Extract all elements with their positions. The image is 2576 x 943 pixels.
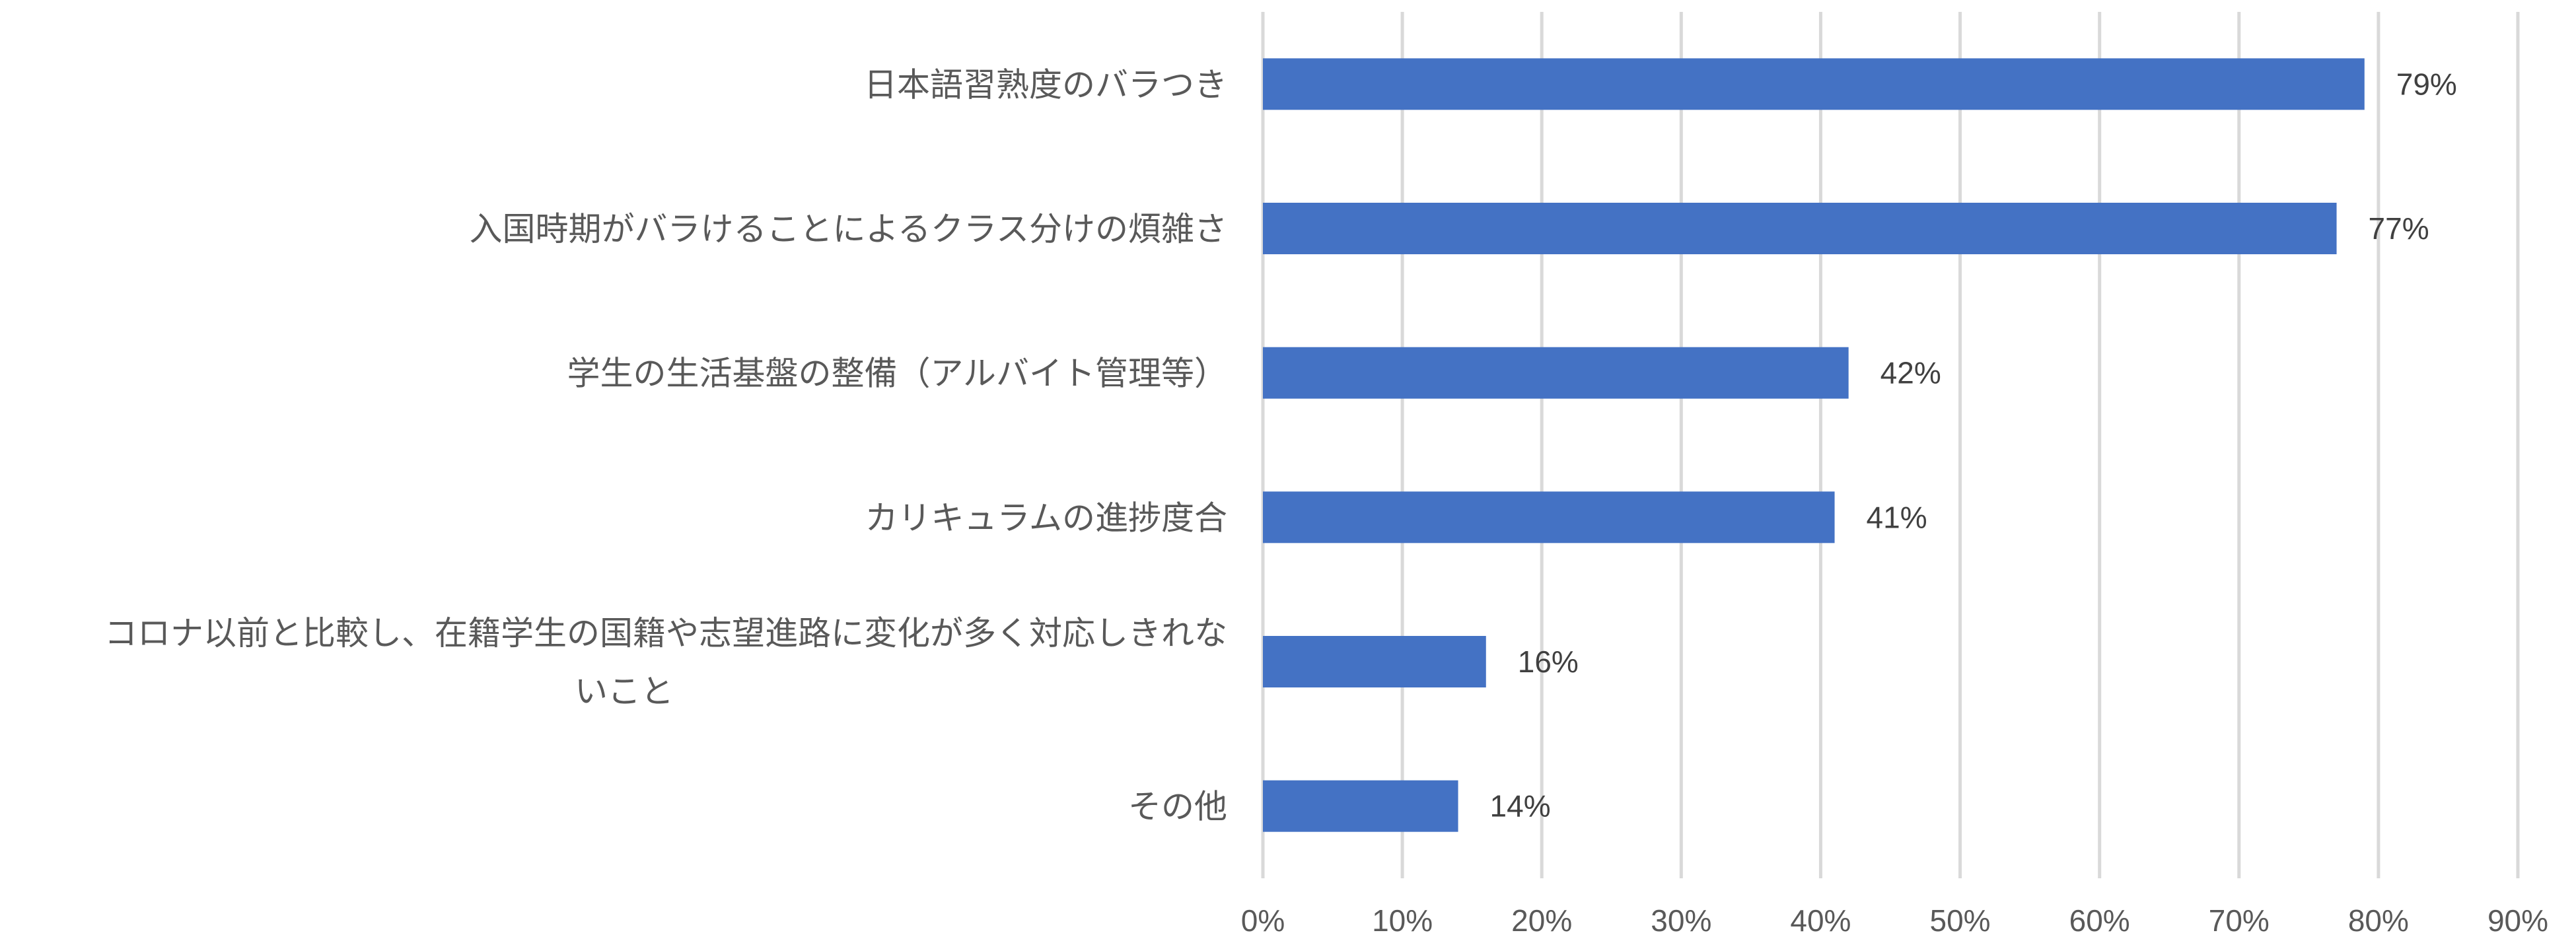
x-tick-label: 50%	[1930, 903, 1991, 938]
data-label: 77%	[2369, 211, 2429, 246]
data-label: 42%	[1880, 356, 1941, 390]
category-label: コロナ以前と比較し、在籍学生の国籍や志望進路に変化が多く対応しきれな	[104, 614, 1227, 652]
x-tick-label: 40%	[1790, 903, 1851, 938]
x-axis-tick-labels: 0% 10% 20% 30% 40% 50% 60% 70% 80% 90%	[1241, 903, 2548, 938]
category-label: 日本語習熟度のバラつき	[864, 65, 1227, 104]
x-tick-label: 80%	[2348, 903, 2409, 938]
x-tick-label: 0%	[1241, 903, 1285, 938]
bar	[1263, 780, 1458, 832]
data-label: 79%	[2396, 67, 2457, 101]
category-label: カリキュラムの進捗度合	[865, 499, 1228, 537]
bar	[1263, 58, 2365, 110]
gridlines	[1261, 12, 2520, 878]
category-label: 学生の生活基盤の整備（アルバイト管理等）	[567, 355, 1228, 393]
data-label: 14%	[1490, 789, 1551, 823]
x-tick-label: 10%	[1372, 903, 1433, 938]
data-labels: 79% 77% 42% 41% 16% 14%	[1490, 67, 2457, 823]
bars	[1263, 58, 2365, 832]
x-tick-label: 70%	[2209, 903, 2270, 938]
bar	[1263, 636, 1486, 687]
x-tick-label: 30%	[1651, 903, 1711, 938]
bar	[1263, 203, 2337, 254]
category-label: その他	[1128, 788, 1227, 826]
x-tick-label: 60%	[2069, 903, 2130, 938]
x-tick-label: 20%	[1511, 903, 1572, 938]
category-label: いこと	[575, 672, 674, 711]
category-labels: 日本語習熟度のバラつき入国時期がバラけることによるクラス分けの煩雑さ学生の生活基…	[104, 65, 1227, 825]
data-label: 41%	[1867, 500, 1927, 534]
bar	[1263, 347, 1849, 399]
data-label: 16%	[1518, 645, 1579, 679]
x-tick-label: 90%	[2487, 903, 2548, 938]
category-label: 入国時期がバラけることによるクラス分けの煩雑さ	[470, 210, 1228, 248]
bar	[1263, 491, 1835, 543]
